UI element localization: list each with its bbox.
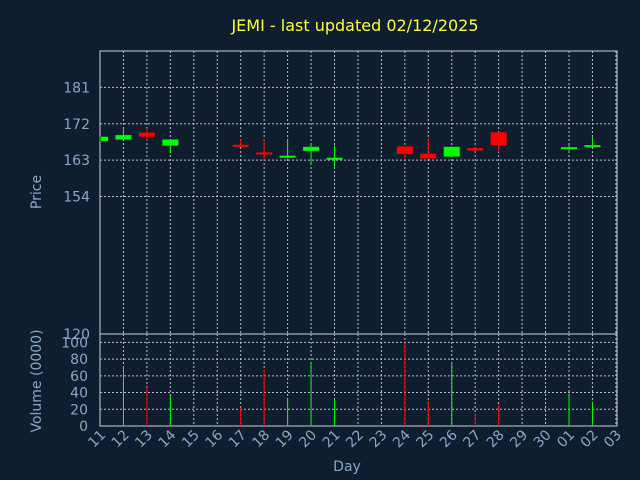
volume-tick-label: 20: [70, 402, 88, 418]
price-axis-label: Price: [29, 175, 45, 209]
candle-body: [232, 144, 249, 147]
day-tick-label: 30: [531, 427, 555, 451]
day-tick-label: 22: [343, 427, 367, 451]
day-tick-label: 18: [249, 427, 273, 451]
day-tick-label: 14: [156, 427, 180, 451]
candle-body: [561, 147, 577, 150]
price-tick-label: 120: [63, 327, 90, 343]
candle-body: [443, 146, 460, 157]
candle-body: [584, 145, 601, 148]
volume-tick-label: 60: [70, 369, 88, 385]
price-panel-frame: [99, 50, 618, 335]
day-tick-label: 26: [437, 427, 461, 451]
day-tick-label: 27: [460, 427, 484, 451]
candle-body: [115, 135, 132, 140]
price-tick-label: 172: [63, 117, 90, 133]
day-tick-label: 11: [85, 427, 109, 451]
day-tick-label: 21: [320, 427, 344, 451]
candle-body: [303, 146, 320, 151]
candle-body: [162, 139, 179, 146]
candle-body: [490, 132, 507, 146]
price-tick-label: 154: [63, 190, 90, 206]
day-tick-label: 15: [179, 427, 203, 451]
day-tick-label: 19: [273, 427, 297, 451]
volume-tick-label: 0: [79, 419, 88, 435]
candle-body: [256, 152, 273, 155]
day-tick-label: 24: [390, 427, 414, 451]
day-tick-label: 02: [578, 427, 602, 451]
volume-axis-label: Volume (0000): [29, 329, 45, 432]
price-panel: 181 172 163 154 120: [63, 50, 618, 343]
candle-body: [326, 157, 343, 160]
day-tick-label: 12: [109, 427, 133, 451]
candle-body: [101, 136, 108, 142]
day-tick-label: 17: [226, 427, 250, 451]
volume-tick-label: 80: [70, 352, 88, 368]
day-axis-label: Day: [333, 459, 361, 475]
candle-body: [467, 148, 484, 151]
day-tick-label: 20: [296, 427, 320, 451]
day-tick-label: 01: [554, 427, 578, 451]
volume-tick-label: 100: [61, 335, 88, 351]
day-tick-label: 16: [202, 427, 226, 451]
candle-body: [396, 146, 413, 155]
day-tick-label: 13: [132, 427, 156, 451]
day-tick-label: 25: [414, 427, 438, 451]
candle-body: [279, 155, 296, 158]
day-tick-label: 29: [507, 427, 531, 451]
candle-body: [420, 153, 437, 159]
price-tick-label: 181: [63, 80, 90, 96]
volume-tick-label: 40: [70, 386, 88, 402]
volume-panel-frame: [99, 333, 618, 427]
candle-body: [138, 132, 155, 137]
day-tick-label: 28: [484, 427, 508, 451]
day-tick-label: 03: [601, 427, 625, 451]
day-tick-label: 23: [367, 427, 391, 451]
price-tick-label: 163: [63, 153, 90, 169]
chart-title: JEMI - last updated 02/12/2025: [230, 16, 478, 35]
